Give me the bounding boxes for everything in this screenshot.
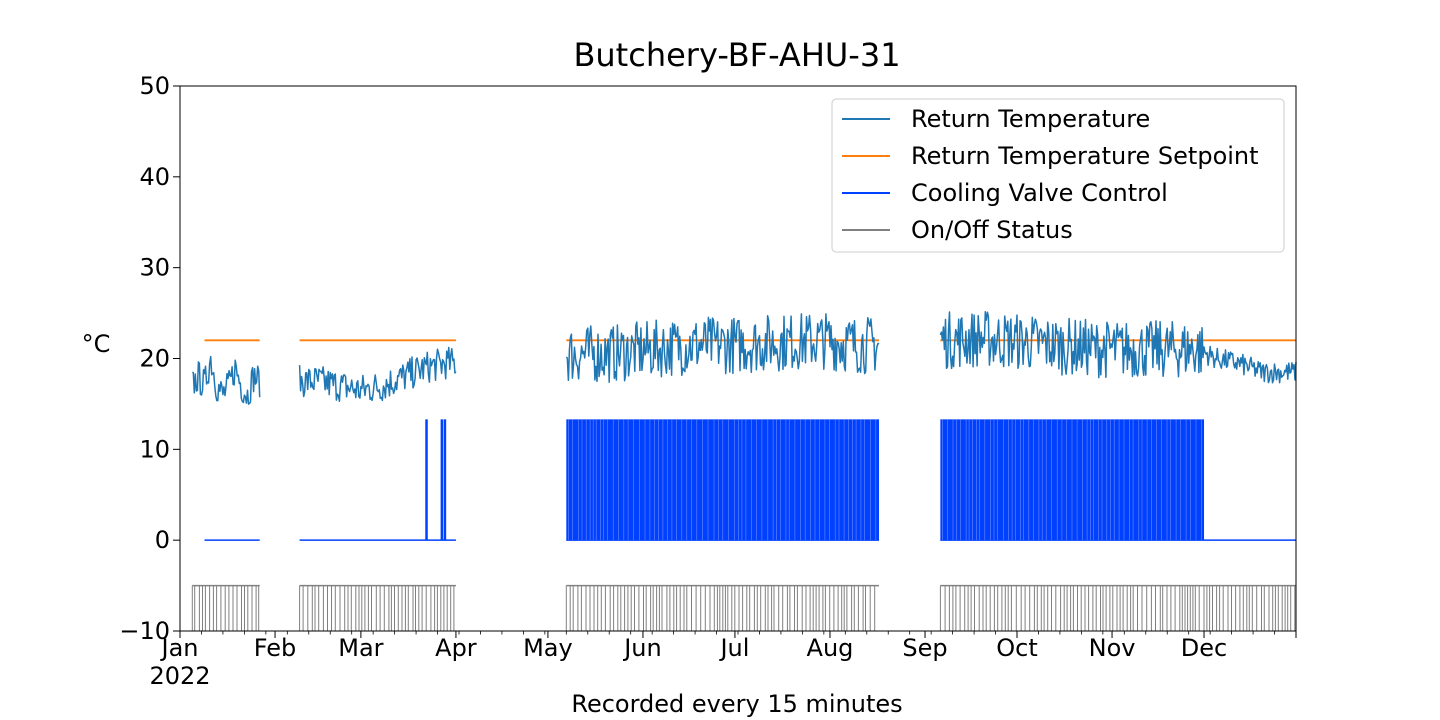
x-tick-label: Feb	[254, 634, 297, 662]
x-tick-label: Apr	[435, 634, 477, 662]
y-axis-label: °C	[82, 330, 111, 358]
x-tick-label: Jun	[622, 634, 662, 662]
y-tick-label: 40	[139, 163, 170, 191]
x-tick-label: Oct	[996, 634, 1038, 662]
valve-spike	[425, 419, 428, 541]
y-axis: −10 0 10 20 30 40 50	[119, 72, 180, 645]
y-tick-label: 10	[139, 435, 170, 463]
legend-label: On/Off Status	[911, 216, 1073, 244]
series-segment	[939, 311, 1297, 384]
series-segment	[939, 585, 1296, 631]
y-tick-label: 20	[139, 345, 170, 373]
series-segment	[565, 585, 876, 631]
x-tick-label: Nov	[1089, 634, 1136, 662]
valve-spike	[443, 419, 447, 541]
y-tick-label: 0	[155, 526, 170, 554]
x-tick-label: Dec	[1181, 634, 1227, 662]
series-return-temperature	[192, 311, 1297, 405]
x-tick-label: Jul	[718, 634, 749, 662]
series-cooling-valve-control	[204, 419, 1296, 541]
x-axis-label: Recorded every 15 minutes	[571, 690, 902, 718]
chart-title: Butchery-BF-AHU-31	[573, 36, 900, 74]
series-segment	[299, 585, 455, 631]
series-segment	[192, 355, 261, 405]
valve-block-texture	[942, 419, 1202, 541]
x-tick-label: Jan	[160, 634, 199, 662]
legend-label: Return Temperature	[911, 105, 1150, 133]
x-axis-year-label: 2022	[149, 662, 210, 690]
valve-spike	[440, 419, 444, 541]
legend: Return Temperature Return Temperature Set…	[831, 98, 1285, 253]
series-segment	[298, 346, 457, 403]
series-segment	[191, 585, 260, 631]
series-layer	[191, 311, 1297, 631]
y-tick-label: −10	[119, 617, 170, 645]
x-tick-label: Aug	[807, 634, 854, 662]
series-on-off-status	[191, 584, 1296, 631]
series-segment	[565, 313, 880, 383]
x-tick-label: May	[523, 634, 573, 662]
valve-block-texture	[568, 419, 877, 541]
x-tick-label: Sep	[902, 634, 947, 662]
y-tick-label: 30	[139, 254, 170, 282]
x-tick-label: Mar	[338, 634, 383, 662]
legend-box	[831, 98, 1285, 253]
legend-entries: Return Temperature Return Temperature Set…	[842, 105, 1259, 244]
y-tick-label: 50	[139, 72, 170, 100]
x-axis: Jan Feb Mar Apr May Jun Jul Aug Sep Oct Nov Dec	[160, 631, 1297, 662]
legend-label: Return Temperature Setpoint	[911, 142, 1259, 170]
legend-label: Cooling Valve Control	[911, 179, 1168, 207]
